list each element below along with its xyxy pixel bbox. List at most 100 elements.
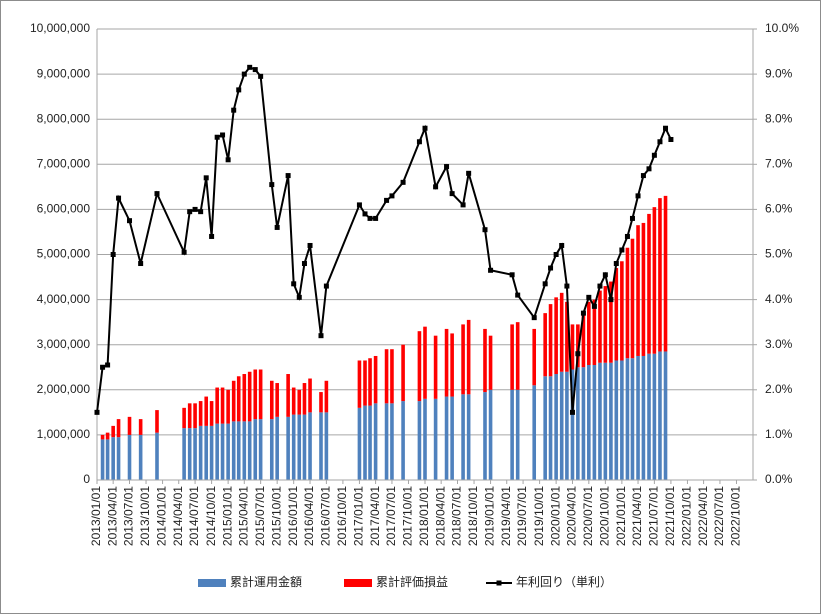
bar — [247, 371, 252, 422]
bar — [576, 324, 580, 368]
line-marker — [187, 209, 193, 215]
bar — [663, 351, 668, 480]
x-tick-label: 2018/07/01 — [450, 486, 464, 546]
bar — [258, 419, 263, 480]
bar — [324, 412, 329, 480]
y2-tick-label: 1.0% — [765, 427, 793, 441]
bar — [565, 301, 569, 372]
line-marker — [564, 283, 570, 289]
bar — [253, 419, 258, 480]
bar — [636, 355, 640, 480]
x-tick-label: 2019/04/01 — [499, 486, 513, 546]
line-marker — [307, 242, 313, 248]
line-marker — [138, 261, 144, 267]
bar — [417, 401, 422, 480]
line-marker — [509, 272, 515, 278]
y2-tick-label: 7.0% — [765, 156, 793, 170]
line-marker — [613, 261, 619, 267]
bar — [384, 403, 389, 480]
x-tick-label: 2014/07/01 — [187, 486, 201, 546]
line-marker — [241, 71, 247, 77]
bar — [363, 405, 367, 480]
line-marker — [646, 166, 652, 172]
bar — [368, 358, 372, 406]
line-marker — [356, 202, 362, 208]
bar — [548, 304, 553, 377]
line-marker — [559, 242, 565, 248]
bar — [515, 389, 520, 480]
bar — [204, 425, 209, 480]
bar — [587, 364, 591, 480]
bar — [324, 380, 329, 413]
line-marker — [591, 303, 597, 309]
bar — [625, 358, 630, 480]
bar — [269, 419, 274, 480]
bar — [231, 380, 236, 422]
line-marker — [602, 272, 608, 278]
bar — [433, 398, 438, 480]
y2-tick-label: 6.0% — [765, 202, 793, 216]
line-marker — [466, 170, 472, 176]
x-tick-label: 2017/01/01 — [352, 486, 366, 546]
line-marker — [663, 125, 669, 131]
legend-label: 年利回り（単利） — [516, 575, 612, 589]
line-marker — [515, 292, 521, 298]
line-marker — [214, 134, 220, 140]
bar — [182, 428, 186, 480]
line-marker — [624, 233, 630, 239]
bar — [641, 355, 646, 480]
bar — [630, 358, 635, 480]
line-marker — [373, 215, 379, 221]
line-marker — [635, 193, 641, 199]
bar — [275, 383, 279, 417]
line-marker — [362, 211, 368, 217]
y-tick-label: 3,000,000 — [37, 337, 91, 351]
bar — [658, 198, 662, 352]
line-marker — [291, 281, 297, 287]
y-tick-label: 1,000,000 — [37, 427, 91, 441]
line-marker — [367, 215, 373, 221]
line-marker — [236, 87, 242, 93]
y-tick-label: 0 — [83, 472, 90, 486]
y2-tick-label: 4.0% — [765, 292, 793, 306]
y-tick-label: 9,000,000 — [37, 66, 91, 80]
bar — [647, 353, 651, 480]
x-tick-label: 2017/07/01 — [384, 486, 398, 546]
line-marker — [323, 283, 329, 289]
x-tick-label: 2018/01/01 — [417, 486, 431, 546]
bar — [215, 423, 219, 480]
line-marker — [548, 265, 554, 271]
x-tick-label: 2016/10/01 — [335, 486, 349, 546]
bar — [614, 360, 619, 480]
x-tick-label: 2021/01/01 — [614, 486, 628, 546]
legend-marker — [496, 580, 502, 586]
bar — [297, 414, 302, 480]
x-tick-label: 2020/04/01 — [565, 486, 579, 546]
x-tick-label: 2015/01/01 — [220, 486, 234, 546]
x-tick-label: 2015/07/01 — [253, 486, 267, 546]
x-tick-label: 2017/04/01 — [368, 486, 382, 546]
bar — [127, 416, 132, 435]
line-marker — [488, 267, 494, 273]
bar — [554, 297, 558, 375]
bar — [226, 389, 230, 424]
bar — [592, 364, 597, 480]
x-tick-label: 2021/04/01 — [630, 486, 644, 546]
bar — [182, 407, 186, 429]
bar — [105, 439, 110, 480]
bar — [532, 328, 537, 386]
bar — [609, 362, 613, 480]
bar — [652, 207, 657, 354]
x-tick-label: 2016/04/01 — [302, 486, 316, 546]
bar — [297, 389, 302, 415]
bar — [384, 349, 389, 404]
x-tick-label: 2018/10/01 — [466, 486, 480, 546]
bar — [554, 374, 558, 480]
bar — [488, 389, 493, 480]
bar — [570, 369, 575, 480]
bar — [576, 367, 580, 480]
bar — [138, 419, 143, 435]
x-tick-label: 2014/04/01 — [171, 486, 185, 546]
bar — [581, 313, 586, 368]
